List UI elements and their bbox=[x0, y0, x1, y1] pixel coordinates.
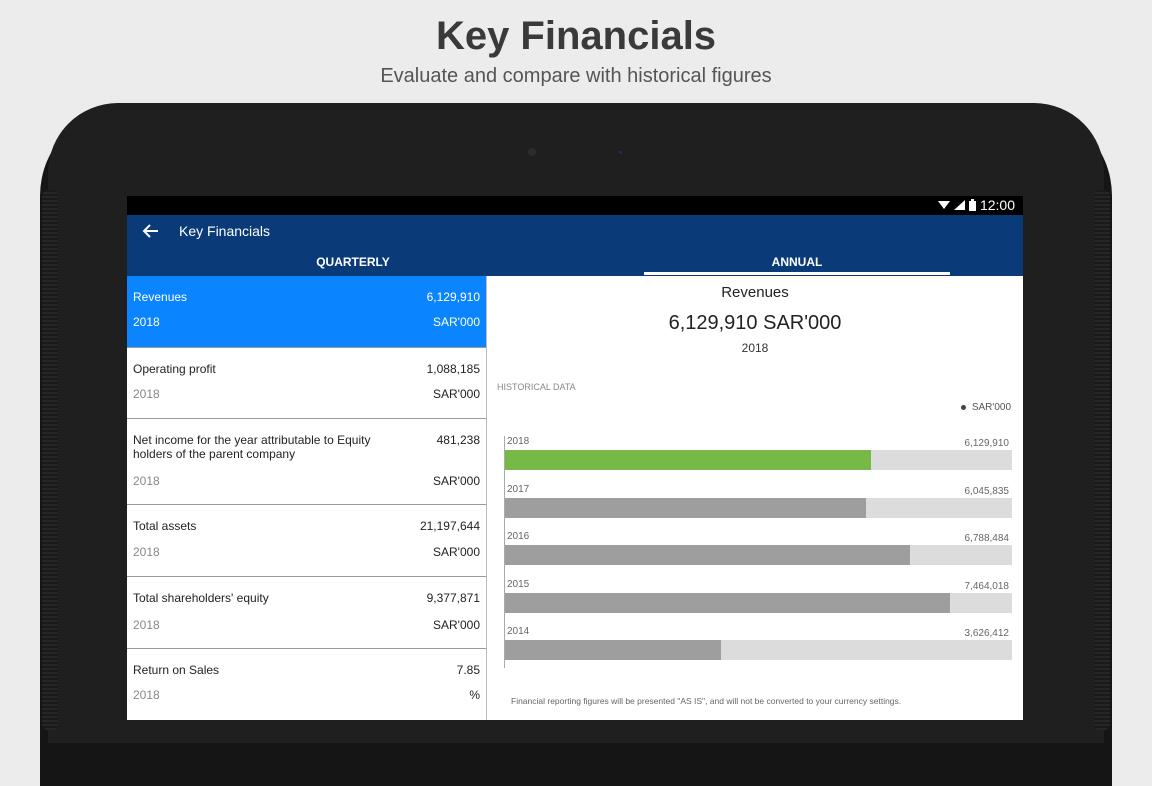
speaker-grille-left bbox=[42, 190, 58, 730]
item-label: Total shareholders' equity bbox=[133, 591, 269, 605]
wifi-icon bbox=[937, 201, 950, 209]
bar-year-label: 2015 bbox=[507, 578, 530, 590]
item-unit: SAR'000 bbox=[433, 474, 480, 488]
front-camera bbox=[528, 148, 536, 156]
hero-title: Key Financials bbox=[435, 14, 717, 58]
bar-year-label: 2018 bbox=[507, 436, 530, 447]
item-year: 2018 bbox=[133, 618, 160, 632]
bar-year-label: 2016 bbox=[507, 531, 530, 542]
tab-quarterly[interactable]: QUARTERLY bbox=[316, 255, 390, 269]
bar-track bbox=[505, 497, 1012, 518]
item-label: Net income for the year attributable to … bbox=[133, 433, 371, 461]
list-item-return-on-sales[interactable]: Return on Sales 7.85 2018 % bbox=[127, 649, 486, 720]
speaker-grille-right bbox=[1094, 190, 1110, 730]
item-year: 2018 bbox=[133, 688, 160, 702]
item-label: Total assets bbox=[133, 519, 197, 533]
item-value: 7.85 bbox=[456, 663, 480, 677]
tablet-screen: 12:00 Key Financials QUARTERLY ANNUAL Re… bbox=[127, 196, 1023, 720]
detail-value: 6,129,910 SAR'000 bbox=[668, 312, 842, 334]
bar-row-2016: 2016 6,788,484 bbox=[505, 531, 1012, 577]
footnote: Financial reporting figures will be pres… bbox=[511, 696, 902, 706]
financials-list: Revenues 6,129,910 2018 SAR'000 Operatin… bbox=[127, 276, 487, 720]
historical-bar-chart: 2018 6,129,910 2017 6,045,835 2016 6,788,484 2… bbox=[504, 436, 1012, 668]
bar-2017 bbox=[505, 497, 866, 518]
bar-row-2018: 2018 6,129,910 bbox=[505, 436, 1012, 482]
bar-row-2015: 2015 7,464,018 bbox=[505, 579, 1012, 625]
item-year: 2018 bbox=[133, 315, 160, 329]
tab-annual[interactable]: ANNUAL bbox=[771, 255, 823, 269]
list-item-net-income[interactable]: Net income for the year attributable to … bbox=[127, 419, 486, 505]
light-sensor bbox=[619, 151, 622, 154]
item-unit: SAR'000 bbox=[433, 618, 480, 632]
item-year: 2018 bbox=[133, 387, 160, 401]
chart-legend: SAR'000 bbox=[960, 402, 1011, 413]
bar-2014 bbox=[505, 640, 721, 660]
bar-track bbox=[505, 640, 1012, 660]
historical-data-label: HISTORICAL DATA bbox=[497, 382, 576, 392]
list-item-operating-profit[interactable]: Operating profit 1,088,185 2018 SAR'000 bbox=[127, 348, 486, 419]
item-unit: SAR'000 bbox=[433, 545, 480, 559]
item-year: 2018 bbox=[133, 545, 160, 559]
tab-indicator bbox=[644, 272, 950, 275]
legend-label: SAR'000 bbox=[971, 402, 1011, 413]
item-value: 6,129,910 bbox=[426, 290, 480, 304]
bar-2015 bbox=[505, 592, 950, 613]
bar-2018 bbox=[505, 450, 871, 470]
legend-dot bbox=[960, 405, 966, 410]
item-unit: % bbox=[469, 688, 480, 702]
bar-row-2017: 2017 6,045,835 bbox=[505, 484, 1012, 530]
item-unit: SAR'000 bbox=[433, 387, 480, 401]
bar-track bbox=[505, 545, 1012, 565]
item-value: 9,377,871 bbox=[426, 591, 480, 605]
bar-row-2014: 2014 3,626,412 bbox=[505, 626, 1012, 672]
bar-year-label: 2014 bbox=[507, 626, 530, 637]
list-item-shareholders-equity[interactable]: Total shareholders' equity 9,377,871 201… bbox=[127, 577, 486, 649]
status-time: 12:00 bbox=[979, 197, 1015, 213]
app-bar-title: Key Financials bbox=[179, 223, 271, 239]
item-label: Revenues bbox=[133, 290, 188, 304]
app-bar: Key Financials QUARTERLY ANNUAL bbox=[127, 215, 1023, 276]
hero-subtitle: Evaluate and compare with historical fig… bbox=[380, 65, 772, 87]
detail-panel: Revenues 6,129,910 SAR'000 2018 HISTORIC… bbox=[487, 276, 1023, 720]
item-value: 21,197,644 bbox=[419, 519, 480, 533]
bar-value-label: 6,045,835 bbox=[964, 485, 1010, 497]
item-label: Return on Sales bbox=[133, 663, 220, 677]
bar-track bbox=[505, 592, 1012, 613]
bar-value-label: 6,129,910 bbox=[964, 438, 1010, 449]
status-bar: 12:00 bbox=[127, 196, 1023, 215]
item-unit: SAR'000 bbox=[433, 315, 480, 329]
bar-year-label: 2017 bbox=[507, 483, 530, 495]
back-arrow-icon[interactable] bbox=[141, 221, 161, 241]
item-value: 481,238 bbox=[436, 433, 480, 447]
list-item-revenues[interactable]: Revenues 6,129,910 2018 SAR'000 bbox=[127, 276, 486, 348]
bar-2016 bbox=[505, 545, 910, 565]
item-label: Operating profit bbox=[133, 362, 216, 376]
cell-signal-icon bbox=[953, 200, 965, 210]
bar-value-label: 6,788,484 bbox=[964, 533, 1010, 544]
detail-year: 2018 bbox=[741, 341, 769, 355]
item-value: 1,088,185 bbox=[426, 362, 480, 376]
item-year: 2018 bbox=[133, 474, 160, 488]
bar-value-label: 3,626,412 bbox=[964, 628, 1010, 639]
detail-title: Revenues bbox=[721, 284, 789, 301]
bar-track bbox=[505, 450, 1012, 470]
bar-value-label: 7,464,018 bbox=[964, 580, 1010, 592]
battery-icon bbox=[968, 199, 976, 211]
list-item-total-assets[interactable]: Total assets 21,197,644 2018 SAR'000 bbox=[127, 505, 486, 577]
